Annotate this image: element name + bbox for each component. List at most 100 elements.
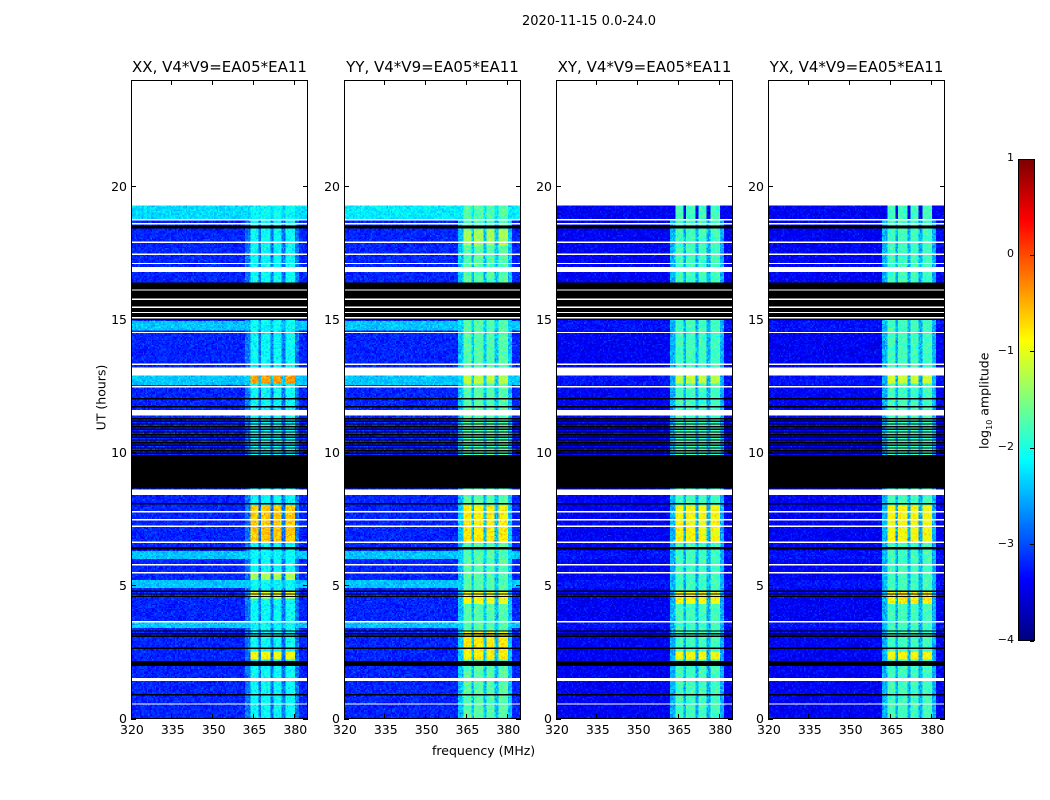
panel-title-3: YX, V4*V9=EA05*EA11: [769, 58, 944, 76]
y-tick: [728, 319, 733, 321]
x-tick-label: 365: [667, 722, 692, 737]
x-tick: [555, 80, 557, 85]
x-tick-label: 335: [797, 722, 822, 737]
colorbar-tick-label: −2: [997, 440, 1014, 454]
y-tick-label: 15: [324, 311, 340, 327]
x-tick: [767, 714, 769, 719]
x-tick-label: 350: [414, 722, 439, 737]
y-tick: [344, 186, 349, 187]
figure-title: 2020-11-15 0.0-24.0: [522, 14, 656, 29]
y-tick-label: 15: [536, 311, 552, 327]
heatmap-cells: [769, 81, 944, 718]
y-tick: [131, 718, 136, 720]
y-tick-label: 20: [324, 178, 340, 194]
y-tick-label: 0: [544, 711, 552, 726]
y-tick-label: 10: [111, 444, 127, 460]
x-tick-label: 380: [283, 722, 308, 737]
x-tick-label: 335: [373, 722, 398, 737]
x-tick-label: 365: [455, 722, 480, 737]
y-tick: [344, 585, 349, 587]
y-tick: [768, 186, 773, 187]
colorbar-label-sub: 10: [984, 419, 994, 430]
panel-title-0: XX, V4*V9=EA05*EA11: [132, 58, 307, 76]
colorbar-tick-label: 1: [1007, 151, 1014, 164]
x-tick: [678, 80, 680, 85]
y-tick: [131, 319, 136, 321]
colorbar-tick: [1030, 351, 1034, 353]
x-tick: [253, 714, 255, 719]
y-tick: [728, 585, 733, 587]
x-tick: [293, 714, 295, 719]
y-tick-label: 10: [324, 444, 340, 460]
y-tick: [131, 186, 136, 187]
y-tick-label: 0: [332, 711, 340, 726]
y-tick: [516, 186, 521, 187]
x-tick: [130, 714, 132, 719]
x-tick-label: 320: [333, 722, 357, 737]
y-tick-label: 10: [536, 444, 552, 460]
heatmap-panel-yx: [768, 80, 945, 719]
x-tick-label: 350: [838, 722, 863, 737]
x-tick: [930, 714, 932, 719]
y-tick: [131, 585, 136, 587]
x-tick: [596, 80, 598, 85]
x-tick: [637, 714, 639, 719]
panel-title-2: XY, V4*V9=EA05*EA11: [557, 58, 732, 76]
x-tick: [849, 80, 851, 85]
x-tick-label: 335: [585, 722, 610, 737]
heatmap-cells: [132, 81, 307, 718]
y-tick: [728, 186, 733, 187]
y-tick: [556, 452, 561, 454]
x-tick: [466, 80, 468, 85]
x-tick: [767, 80, 769, 85]
y-tick-label: 5: [119, 577, 127, 593]
heatmap-panel-yy: [344, 80, 521, 719]
y-tick-label: 20: [111, 178, 127, 194]
colorbar-tick-label: 0: [1007, 247, 1014, 261]
y-tick: [768, 585, 773, 587]
heatmap-cells: [345, 81, 520, 718]
x-tick: [171, 714, 173, 719]
colorbar-tick: [1030, 544, 1034, 546]
y-tick: [556, 319, 561, 321]
y-tick: [303, 319, 308, 321]
x-tick: [343, 714, 345, 719]
y-tick-label: 5: [332, 577, 340, 593]
x-tick-label: 350: [201, 722, 226, 737]
x-tick: [253, 80, 255, 85]
y-tick: [516, 718, 521, 720]
y-tick: [516, 319, 521, 321]
x-tick-label: 365: [242, 722, 267, 737]
colorbar-tick-label: −3: [997, 536, 1014, 550]
x-tick: [425, 80, 427, 85]
y-tick-label: 5: [756, 577, 764, 593]
y-axis-label: UT (hours): [93, 364, 109, 431]
x-tick: [849, 714, 851, 719]
colorbar-tick: [1030, 158, 1034, 160]
y-tick: [516, 452, 521, 454]
y-tick: [516, 585, 521, 587]
x-tick: [555, 714, 557, 719]
colorbar-label-log: log: [976, 429, 992, 449]
y-tick-label: 15: [111, 311, 127, 327]
x-tick: [466, 714, 468, 719]
y-tick-label: 5: [544, 577, 552, 593]
y-tick-label: 15: [748, 311, 764, 327]
colorbar-gradient: [1019, 160, 1034, 640]
y-tick: [728, 718, 733, 720]
y-tick-label: 0: [756, 711, 764, 726]
x-tick-label: 350: [626, 722, 651, 737]
y-tick-label: 20: [748, 178, 764, 194]
y-tick: [556, 718, 561, 720]
x-tick-label: 380: [920, 722, 945, 737]
y-tick: [131, 452, 136, 454]
y-tick: [344, 718, 349, 720]
y-tick: [728, 452, 733, 454]
heatmap-cells: [557, 81, 732, 718]
x-tick: [384, 714, 386, 719]
x-tick: [637, 80, 639, 85]
y-tick: [344, 452, 349, 454]
y-tick-label: 0: [119, 711, 127, 726]
y-tick: [303, 585, 308, 587]
